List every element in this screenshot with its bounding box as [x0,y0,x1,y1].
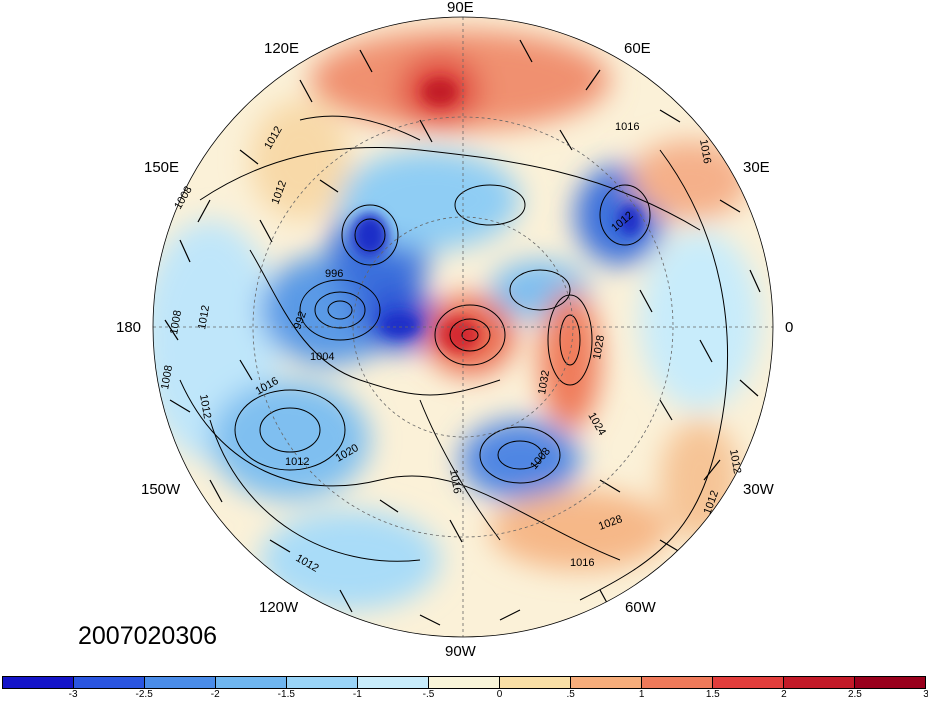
wind-barbs [164,39,761,626]
lon-label-180: 180 [116,319,142,336]
colorbar-swatch [145,677,216,688]
colorbar [2,676,926,689]
colorbar-swatch [855,677,925,688]
colorbar-swatch [429,677,500,688]
colorbar-tick-label: -.5 [422,689,435,700]
colorbar-swatch [642,677,713,688]
contour-label: 1032 [536,369,552,395]
colorbar-tick-label: -1 [352,689,362,700]
contour-label: 1008 [168,309,184,335]
contour-label: 1012 [285,456,309,468]
colorbar-tick-label: 0 [496,689,503,700]
lon-label-120e: 120E [264,40,300,57]
contour-label: 1016 [447,468,463,494]
contour-label: 1012 [197,393,213,419]
lon-label-60e: 60E [624,40,651,57]
colorbar-tick-label: -3 [68,689,78,700]
lon-label-0: 0 [785,319,794,336]
contour-label: 992 [292,310,310,331]
map-boundary [152,16,774,638]
colorbar-tick-label: 1.5 [705,689,720,700]
lon-label-30e: 30E [743,159,770,176]
graticule [153,17,773,637]
contour-label: 1008 [159,364,175,390]
lon-label-30w: 30W [743,481,774,498]
contour-label: 1016 [615,121,639,133]
lon-label-150e: 150E [144,159,180,176]
lon-label-90e: 90E [447,0,474,16]
contour-label: 1012 [196,304,212,330]
lon-label-60w: 60W [625,599,656,616]
colorbar-tick-label: -2.5 [135,689,153,700]
colorbar-tick-labels: -3 -2.5 -2 -1.5 -1 -.5 0 .5 1 1.5 2 2.5 3 [2,689,928,702]
contour-label: 1028 [591,334,607,360]
colorbar-swatch [784,677,855,688]
lon-label-120w: 120W [259,599,299,616]
colorbar-tick-label: 1 [638,689,645,700]
timestamp-label: 2007020306 [78,622,218,650]
contour-label: 1004 [310,351,334,363]
colorbar-swatch [500,677,571,688]
colorbar-tick-label: 3 [923,689,928,700]
colorbar-swatch [571,677,642,688]
anomaly-field [153,17,773,637]
colorbar-tick-label: 2 [781,689,787,700]
colorbar-swatch [287,677,358,688]
contour-label: 1016 [697,138,713,164]
lon-label-150w: 150W [141,481,181,498]
colorbar-tick-label: -2 [210,689,220,700]
contour-label: 996 [325,268,343,280]
colorbar-swatch [216,677,287,688]
colorbar-swatch [713,677,784,688]
contour-label: 1012 [727,448,743,474]
lon-label-90w: 90W [445,643,476,660]
contour-lines [179,115,728,601]
colorbar-swatch [3,677,74,688]
colorbar-swatch [74,677,145,688]
colorbar-tick-label: -1.5 [277,689,295,700]
colorbar-tick-label: 2.5 [847,689,862,700]
colorbar-tick-label: .5 [566,689,575,700]
contour-label: 1016 [570,557,594,569]
colorbar-swatch [358,677,429,688]
